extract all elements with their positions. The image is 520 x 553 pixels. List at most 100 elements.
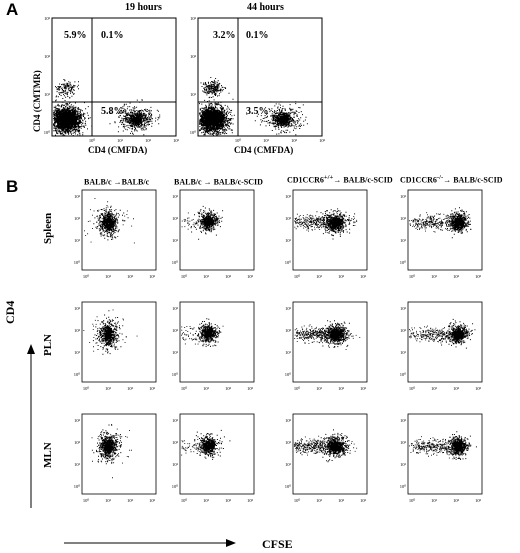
event-cluster (202, 213, 218, 232)
panel-a-letter: A (6, 0, 19, 19)
plot-frame (292, 301, 368, 383)
plot-frame (51, 17, 177, 137)
y-tick-label: 10³ (285, 418, 292, 423)
y-tick-label: 10³ (285, 306, 292, 311)
y-tick-label: 10¹ (190, 92, 197, 97)
dot-plot-b-r2-c3: 10⁰ 10⁰ 10¹ 10¹ 10² 10² 10³ 10³ (285, 301, 368, 391)
pct-44h-lr: 3.5% (246, 106, 269, 117)
dot-plot-b-r3-c4: 10⁰ 10⁰ 10¹ 10¹ 10² 10² 10³ 10³ (400, 413, 483, 503)
y-tick-label: 10¹ (400, 462, 407, 467)
y-tick-label: 10³ (285, 194, 292, 199)
x-tick-label: 10⁰ (83, 386, 90, 391)
dot-plot-b-r1-c4: 10⁰ 10⁰ 10¹ 10¹ 10² 10² 10³ 10³ (400, 189, 483, 279)
y-tick-label: 10⁰ (172, 372, 179, 377)
pct-44h-ur: 0.1% (246, 30, 269, 41)
x-tick-label: 10¹ (316, 386, 323, 391)
x-tick-label: 10³ (475, 498, 482, 503)
dot-plot-b-r1-c1: 10⁰ 10⁰ 10¹ 10¹ 10² 10² 10³ 10³ (74, 189, 157, 279)
plot-frame (197, 17, 323, 137)
event-cluster (452, 213, 465, 231)
event-cluster (326, 328, 344, 342)
column-title-4: CD1CCR6-/-→ BALB/c-SCID (400, 174, 503, 185)
dot-plot-b-r1-c2: 10⁰ 10⁰ 10¹ 10¹ 10² 10² 10³ 10³ (172, 189, 255, 279)
panel-b-plots: 10⁰10⁰10¹10¹10²10²10³10³10⁰10⁰10¹10¹10²1… (27, 189, 483, 547)
y-tick-label: 10³ (172, 418, 179, 423)
event-cluster (452, 326, 468, 345)
panel-b-letter: B (6, 177, 19, 196)
y-tick-label: 10³ (44, 16, 51, 21)
plot-frame (179, 301, 255, 383)
x-tick-label: 10³ (149, 274, 156, 279)
y-tick-label: 10² (172, 216, 179, 221)
time-label-19h: 19 hours (125, 2, 162, 13)
y-tick-label: 10⁰ (285, 484, 292, 489)
y-tick-label: 10¹ (285, 238, 292, 243)
y-tick-label: 10⁰ (74, 484, 81, 489)
x-tick-label: 10² (453, 498, 460, 503)
y-tick-label: 10² (172, 440, 179, 445)
plot-frame (179, 189, 255, 271)
x-tick-label: 10¹ (316, 498, 323, 503)
time-label-44h: 44 hours (247, 2, 284, 13)
ylabel-a: CD4 (CMTMR) (32, 70, 42, 132)
x-tick-label: 10² (453, 386, 460, 391)
plot-frame (81, 189, 157, 271)
x-tick-label: 10² (453, 274, 460, 279)
plot-frame (81, 413, 157, 495)
x-tick-label: 10⁰ (89, 138, 96, 143)
y-tick-label: 10¹ (172, 350, 179, 355)
event-cluster (326, 214, 350, 230)
dot-plot-b-r3-c1: 10⁰ 10⁰ 10¹ 10¹ 10² 10² 10³ 10³ (74, 413, 157, 503)
panel-a-plots: 10⁰10⁰10¹10¹10²10²10³10³10⁰10⁰10¹10¹10²1… (44, 16, 326, 143)
x-tick-label: 10⁰ (83, 274, 90, 279)
x-tick-label: 10⁰ (83, 498, 90, 503)
column-title-2: BALB/c → BALB/c-SCID (174, 177, 263, 187)
x-tick-label: 10³ (319, 138, 326, 143)
pct-19h-lr: 5.8% (101, 106, 124, 117)
y-tick-label: 10² (400, 216, 407, 221)
x-tick-label: 10⁰ (181, 274, 188, 279)
event-cluster (272, 112, 295, 128)
x-tick-label: 10¹ (431, 386, 438, 391)
x-tick-label: 10⁰ (294, 498, 301, 503)
y-tick-label: 10⁰ (400, 372, 407, 377)
dot-plot-b-r2-c2: 10⁰ 10⁰ 10¹ 10¹ 10² 10² 10³ 10³ (172, 301, 255, 391)
y-tick-label: 10¹ (285, 350, 292, 355)
event-cluster (409, 212, 469, 233)
y-tick-label: 10² (74, 328, 81, 333)
plot-frame (81, 301, 157, 383)
y-tick-label: 10⁰ (74, 260, 81, 265)
column-title-3: CD1CCR6+/+→ BALB/c-SCID (287, 174, 393, 185)
event-cluster (55, 79, 79, 99)
event-cluster (200, 77, 230, 101)
event-cluster (451, 438, 467, 454)
y-tick-label: 10¹ (44, 92, 51, 97)
x-tick-label: 10² (127, 498, 134, 503)
x-tick-label: 10¹ (105, 274, 112, 279)
x-tick-label: 10¹ (263, 138, 270, 143)
y-tick-label: 10¹ (172, 462, 179, 467)
y-tick-label: 10¹ (74, 238, 81, 243)
x-tick-label: 10¹ (316, 274, 323, 279)
x-axis-arrow (64, 539, 236, 547)
y-tick-label: 10⁰ (172, 260, 179, 265)
pct-44h-ul: 3.2% (213, 30, 236, 41)
y-tick-label: 10¹ (400, 238, 407, 243)
arrow-head (27, 344, 35, 354)
event-cluster (53, 106, 84, 134)
x-tick-label: 10¹ (117, 138, 124, 143)
y-tick-label: 10³ (400, 418, 407, 423)
plot-frame (292, 413, 368, 495)
x-tick-label: 10⁰ (181, 386, 188, 391)
x-tick-label: 10¹ (431, 274, 438, 279)
event-cluster (441, 318, 474, 349)
x-tick-label: 10³ (247, 498, 254, 503)
dot-plot-b-r2-c1: 10⁰ 10⁰ 10¹ 10¹ 10² 10² 10³ 10³ (74, 301, 157, 391)
event-cluster (409, 325, 476, 344)
plot-frame (407, 301, 483, 383)
y-axis-arrow (27, 344, 35, 508)
y-tick-label: 10³ (172, 194, 179, 199)
y-tick-label: 10³ (400, 306, 407, 311)
dot-plot-b-r1-c3: 10⁰ 10⁰ 10¹ 10¹ 10² 10² 10³ 10³ (285, 189, 368, 279)
y-tick-label: 10⁰ (44, 130, 51, 135)
